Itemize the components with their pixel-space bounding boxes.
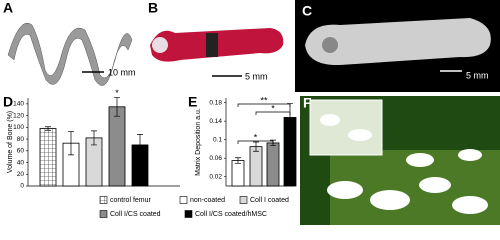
legend-label: Coll I/CS coated/hMSC	[195, 211, 267, 218]
legend-swatch	[239, 196, 248, 204]
y-tick-label: 20	[17, 171, 25, 178]
pore	[320, 114, 340, 126]
bar	[266, 142, 280, 187]
y-tick-label: 60	[17, 148, 25, 155]
panel-label: B	[148, 0, 158, 16]
scale-label: 5 mm	[466, 70, 489, 80]
significance-bracket	[255, 111, 291, 115]
panel-label: E	[188, 94, 197, 110]
significance: *	[254, 132, 258, 142]
bone-head	[152, 37, 168, 53]
panel-label: D	[3, 94, 13, 110]
error-bar	[68, 131, 74, 156]
error-bar	[137, 134, 143, 156]
panel-label: A	[3, 0, 13, 16]
significance-bracket	[237, 140, 274, 144]
error-bar	[114, 97, 120, 117]
y-tick-label: 80	[17, 136, 25, 143]
error-bar	[91, 130, 97, 146]
legend-label: control femur	[110, 197, 152, 204]
y-tick-label: 120	[13, 112, 24, 119]
y-tick-label: 0.1	[213, 136, 222, 143]
y-tick-label: 0.18	[209, 99, 222, 106]
panel-f: F	[300, 95, 500, 225]
y-axis-label: Matrix Deposition a.u.	[195, 108, 202, 176]
y-tick-label: 0.06	[209, 155, 222, 162]
significance: *	[115, 88, 119, 98]
y-tick-label: 100	[13, 124, 24, 131]
significance: **	[260, 95, 268, 105]
bone-band	[206, 33, 218, 57]
significance-bracket	[237, 103, 291, 107]
legend-swatch	[184, 210, 193, 218]
bar	[231, 160, 245, 187]
pore	[348, 129, 372, 141]
ct-image	[305, 18, 491, 66]
error-bar	[253, 141, 259, 152]
y-tick-label: 140	[13, 101, 24, 108]
legend-swatch	[99, 196, 108, 204]
pore	[419, 177, 451, 193]
panel-label: C	[302, 3, 312, 19]
scaffold-image	[7, 22, 133, 86]
scale-label: 5 mm	[245, 71, 268, 81]
y-tick-label: 0	[20, 183, 24, 190]
scale-label: 10 mm	[108, 67, 136, 77]
y-tick-label: 40	[17, 159, 25, 166]
significance: *	[271, 103, 275, 113]
legend-label: Coll I coated	[250, 197, 289, 204]
error-bar	[45, 126, 51, 131]
y-axis-label: Volume of Bone (%)	[7, 111, 14, 173]
pore	[458, 149, 482, 161]
legend-label: non-coated	[190, 197, 225, 204]
pore	[452, 196, 488, 214]
y-tick-label: 0.14	[209, 118, 222, 125]
legend-label: Coll I/CS coated	[110, 211, 161, 218]
legend-swatch	[179, 196, 188, 204]
legend-swatch	[99, 210, 108, 218]
y-tick-label: 0.02	[209, 173, 222, 180]
bar	[249, 146, 263, 187]
panel-label: F	[303, 95, 312, 111]
panel-b: 5 mm B	[145, 0, 290, 92]
inset-image	[309, 99, 383, 156]
pore	[370, 190, 410, 210]
ct-head	[322, 37, 338, 53]
pore	[406, 153, 434, 167]
pore	[327, 181, 363, 199]
panel-c: 5 mm C	[295, 0, 500, 92]
bar	[108, 106, 126, 187]
error-bar	[287, 103, 293, 132]
panel-a: 10 mm A	[3, 0, 136, 86]
error-bar	[235, 157, 241, 164]
bar	[39, 128, 57, 187]
